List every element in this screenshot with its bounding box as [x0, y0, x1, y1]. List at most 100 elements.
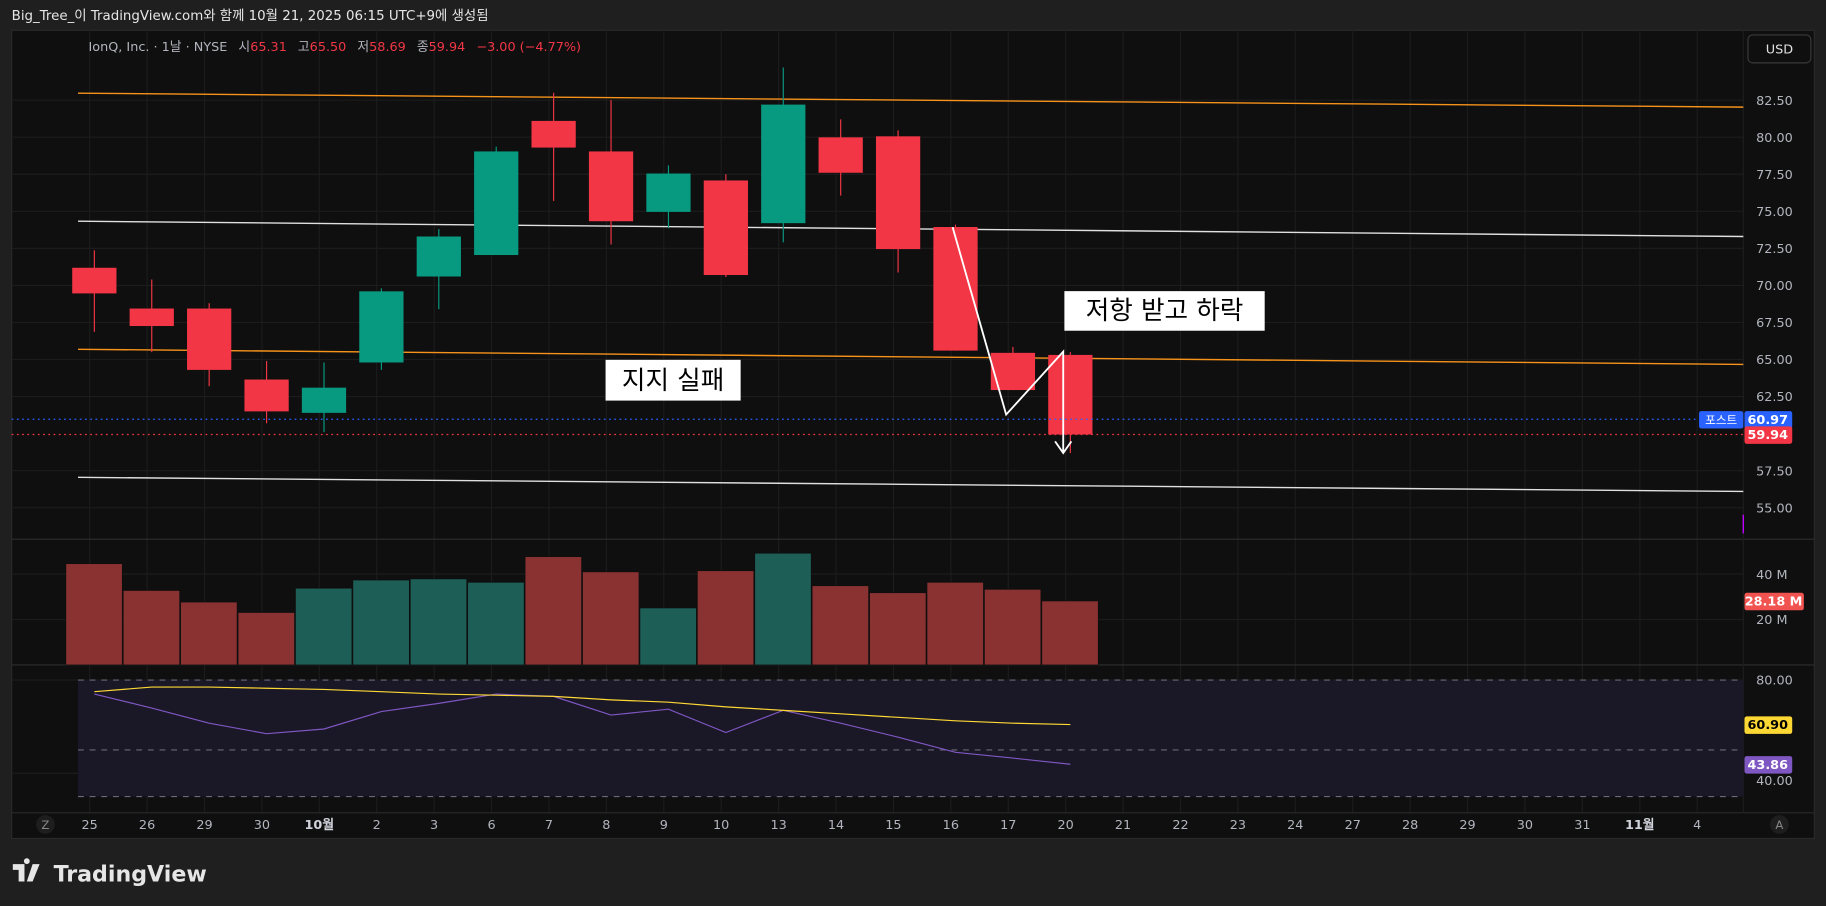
rsi-last-badge — [1744, 756, 1793, 774]
volume-bars — [65, 552, 1099, 666]
time-tick-label: 26 — [139, 818, 155, 833]
volume-last-badge — [1744, 592, 1804, 611]
volume-bar — [754, 552, 812, 666]
candle-body — [72, 267, 117, 294]
post-market-label: 포스트 — [1705, 413, 1737, 427]
rsi-tick-label: 40.00 — [1756, 774, 1793, 789]
time-tick-label: 14 — [828, 818, 844, 833]
time-tick-label: 2 — [373, 818, 381, 833]
post-market-badge — [1699, 411, 1744, 429]
time-tick-label: 20 — [1058, 818, 1074, 833]
candle-body — [703, 180, 748, 276]
volume-bar — [696, 570, 755, 666]
volume-bar — [352, 579, 410, 666]
rsi-bands — [78, 679, 1744, 798]
volume-tick-label: 40 M — [1756, 568, 1787, 583]
price-tick-label: 57.50 — [1756, 464, 1793, 479]
header-caption: Big_Tree_이 TradingView.com와 함께 10월 21, 2… — [12, 8, 489, 24]
time-tick-label: 25 — [82, 818, 98, 833]
time-tick-label: 10 — [713, 818, 729, 833]
auto-scale-label: A — [1775, 818, 1783, 832]
candle-body — [646, 173, 691, 212]
price-tick-label: 55.00 — [1756, 501, 1793, 516]
time-tick-label: 7 — [545, 818, 553, 833]
time-axis[interactable]: 25 26 29 30 10월 2 3 6 7 8 9 10 13 14 15 16 17 20 21 22 23 24 2… — [82, 817, 1702, 833]
volume-bar — [524, 556, 582, 666]
candle-body — [761, 104, 806, 224]
currency-label: USD — [1766, 43, 1793, 58]
price-label-badge — [1744, 426, 1793, 444]
annotation-box-support[interactable] — [605, 359, 741, 401]
candle-body — [875, 136, 921, 250]
symbol-info[interactable]: IonQ, Inc. · 1날 · NYSE — [89, 40, 228, 55]
price-axis[interactable]: 82.50 80.00 77.50 75.00 72.50 70.00 67.50 65.00… — [1699, 94, 1804, 789]
tradingview-logo-text: TradingView — [54, 862, 207, 888]
time-tick-label: 21 — [1115, 818, 1131, 833]
time-tick-label: 15 — [885, 818, 901, 833]
volume-bar — [122, 590, 181, 666]
rsi-line — [94, 693, 1071, 765]
price-label-value: 59.94 — [1748, 428, 1789, 443]
candles — [72, 67, 1093, 454]
time-tick-label: 29 — [196, 818, 212, 833]
candle-body — [531, 120, 576, 148]
candle-body — [588, 151, 634, 222]
rsi-lines — [94, 686, 1071, 765]
time-tick-label: 17 — [1000, 818, 1016, 833]
price-tick-label: 77.50 — [1756, 168, 1793, 183]
arrow-head-icon — [1054, 440, 1073, 455]
axis-left-button[interactable] — [36, 815, 55, 834]
close-value: 59.94 — [429, 40, 466, 55]
price-tick-label: 72.50 — [1756, 242, 1793, 257]
axis-left-label: Z — [41, 818, 49, 832]
currency-button[interactable] — [1747, 34, 1812, 64]
trend-line — [78, 476, 1744, 493]
candle-body — [244, 379, 289, 412]
volume-bar — [1041, 600, 1099, 666]
time-tick-label: 27 — [1345, 818, 1361, 833]
volume-bar — [869, 592, 927, 666]
volume-bar — [639, 607, 697, 666]
candle-body — [359, 291, 404, 363]
time-tick-label: 10월 — [305, 817, 335, 833]
tradingview-logo-icon — [12, 858, 40, 882]
auto-scale-button[interactable] — [1770, 815, 1789, 834]
price-lines — [11, 418, 1744, 436]
open-label: 시 — [238, 40, 250, 55]
volume-bar — [984, 588, 1042, 666]
price-tick-label: 75.00 — [1756, 205, 1793, 220]
candle-body — [1048, 354, 1093, 435]
volume-bar — [926, 581, 984, 666]
low-label: 저 — [357, 40, 369, 55]
rsi-last-value: 60.90 — [1748, 718, 1789, 733]
candle-body — [818, 137, 863, 173]
time-tick-label: 30 — [254, 818, 270, 833]
candle-body — [301, 387, 347, 413]
volume-bar — [582, 571, 640, 666]
tradingview-logo[interactable]: TradingView — [12, 858, 207, 888]
candle-body — [416, 236, 461, 277]
rsi-band-fill — [78, 680, 1744, 797]
zigzag-arrow-drawing[interactable] — [951, 226, 1065, 452]
price-tick-label: 80.00 — [1756, 131, 1793, 146]
volume-bar — [811, 585, 869, 666]
rsi-last-value: 43.86 — [1748, 758, 1789, 773]
volume-bar — [237, 612, 295, 666]
time-tick-label: 24 — [1287, 818, 1303, 833]
open-value: 65.31 — [250, 40, 287, 55]
price-tick-label: 70.00 — [1756, 279, 1793, 294]
time-tick-label: 31 — [1574, 818, 1590, 833]
low-value: 58.69 — [369, 40, 406, 55]
price-tick-label: 82.50 — [1756, 94, 1793, 109]
volume-bar — [409, 578, 468, 666]
time-tick-label: 16 — [943, 818, 959, 833]
rsi-last-badge — [1744, 716, 1793, 734]
annotation-resistance-text: 저항 받고 하락 — [1086, 296, 1244, 326]
close-label: 종 — [417, 40, 429, 55]
rsi-ma-line — [94, 686, 1071, 726]
change-value: −3.00 (−4.77%) — [476, 40, 581, 55]
annotation-box-resistance[interactable] — [1064, 291, 1265, 331]
high-value: 65.50 — [310, 40, 347, 55]
time-tick-label: 9 — [660, 818, 668, 833]
